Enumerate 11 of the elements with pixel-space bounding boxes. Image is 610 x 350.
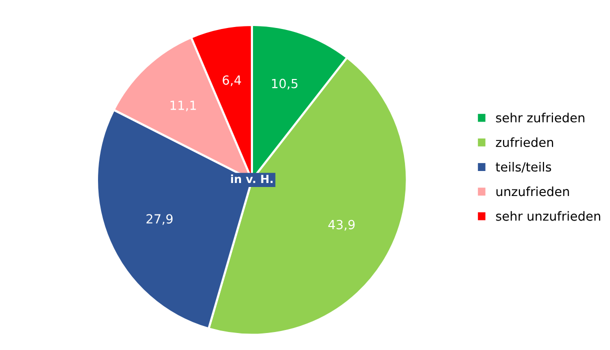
data-label: 43,9 bbox=[328, 220, 355, 231]
legend-label: unzufrieden bbox=[496, 186, 569, 196]
data-label: 27,9 bbox=[146, 214, 173, 225]
data-label: 6,4 bbox=[222, 75, 242, 86]
text: in v. H. bbox=[231, 174, 273, 183]
legend-label: teils/teils bbox=[496, 162, 552, 173]
legend-label: sehr unzufrieden bbox=[496, 211, 600, 221]
data-label: 11,1 bbox=[170, 100, 196, 112]
legend-label: sehr zufrieden bbox=[496, 112, 584, 122]
legend-label: zufrieden bbox=[496, 137, 554, 148]
data-label: 10,5 bbox=[272, 78, 298, 90]
